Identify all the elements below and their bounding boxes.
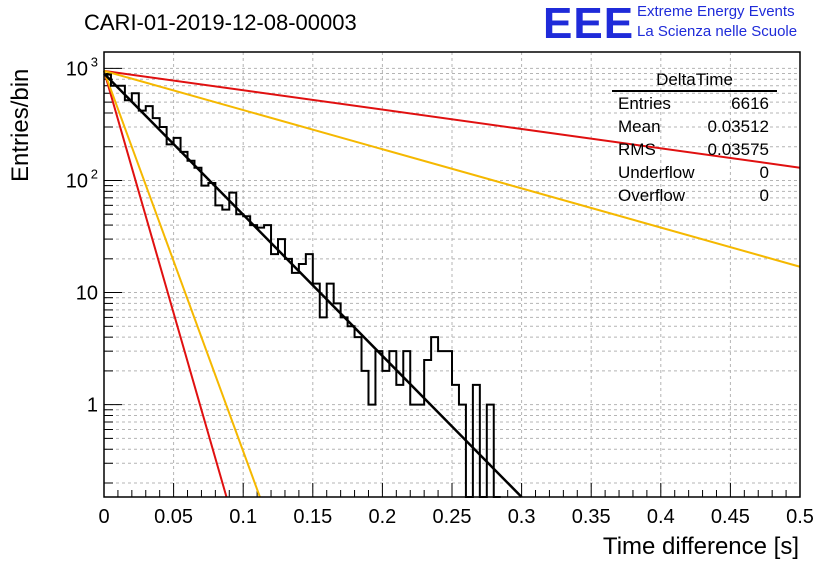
tick-labels: 0 0.05 0.1 0.15 0.2 0.25 0.3 0.35 0.4 0.45 0.5 1 10 1… (66, 54, 814, 528)
org-name-line2: La Scienza nelle Scuole (637, 23, 798, 40)
x-tick-label: 0.5 (786, 506, 814, 528)
stats-row-underflow: Underflow 0 (612, 161, 777, 184)
model-curve (103, 70, 228, 498)
stats-row-entries: Entries 6616 (612, 92, 777, 115)
x-tick-label: 0.4 (647, 506, 675, 528)
model-curve (103, 69, 801, 268)
stats-box: DeltaTime Entries 6616 Mean 0.03512 RMS … (612, 70, 777, 207)
histogram-steps (104, 73, 501, 498)
x-tick-label: 0.05 (154, 506, 193, 528)
y-tick-exponent: 3 (91, 54, 98, 69)
x-tick-label: 0.35 (572, 506, 611, 528)
stats-row-rms: RMS 0.03575 (612, 138, 777, 161)
stats-label: Overflow (618, 186, 686, 205)
stats-row-overflow: Overflow 0 (612, 184, 777, 207)
x-axis-label: Time difference [s] (602, 533, 799, 560)
stats-histogram-name: DeltaTime (612, 70, 777, 92)
y-tick-label: 1 (87, 395, 98, 417)
y-tick-label: 10 (66, 170, 88, 192)
axis-ticks (103, 67, 801, 497)
stats-value: 6616 (731, 94, 769, 113)
chart-title: CARI-01-2019-12-08-00003 (84, 10, 357, 35)
y-tick-label: 10 (66, 58, 88, 80)
plot-frame (103, 51, 801, 498)
stats-label: Underflow (618, 163, 695, 182)
model-curve (103, 69, 801, 169)
model-curve (103, 70, 261, 498)
stats-value: 0 (759, 186, 769, 205)
stats-value: 0.03575 (707, 140, 769, 159)
stats-value: 0.03512 (707, 117, 769, 136)
y-tick-label: 10 (76, 283, 98, 305)
x-tick-label: 0 (98, 506, 109, 528)
x-tick-label: 0.45 (711, 506, 750, 528)
stats-label: Entries (618, 94, 671, 113)
x-tick-label: 0.2 (368, 506, 396, 528)
model-curves (103, 69, 801, 498)
eee-logo: EEE (543, 0, 635, 48)
x-tick-label: 0.15 (293, 506, 332, 528)
x-tick-label: 0.1 (229, 506, 257, 528)
org-name-line1: Extreme Energy Events (637, 3, 795, 20)
x-tick-label: 0.3 (508, 506, 536, 528)
x-tick-label: 0.25 (433, 506, 472, 528)
stats-label: RMS (618, 140, 656, 159)
stats-row-mean: Mean 0.03512 (612, 115, 777, 138)
stats-label: Mean (618, 117, 661, 136)
stats-value: 0 (759, 163, 769, 182)
y-tick-exponent: 2 (91, 166, 98, 181)
y-axis-label: Entries/bin (7, 68, 34, 182)
